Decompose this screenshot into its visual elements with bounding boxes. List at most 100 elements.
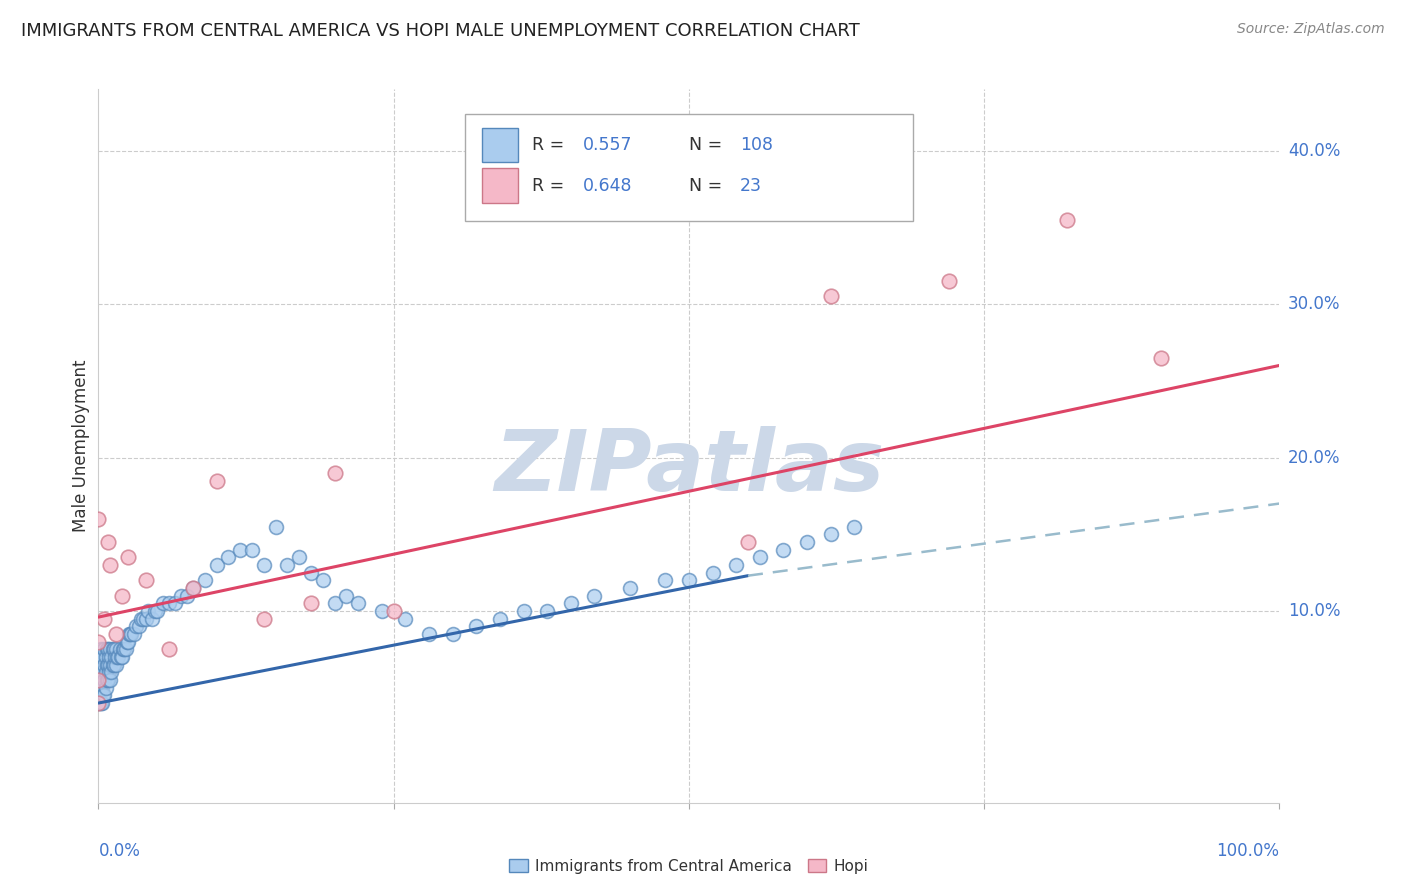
Text: 30.0%: 30.0% [1288,295,1340,313]
FancyBboxPatch shape [482,128,517,162]
Point [560,596,582,610]
Point [112,642,135,657]
Point [107,650,129,665]
Point [89,665,111,680]
Point [100,650,122,665]
Point [87,696,110,710]
Point [90,696,112,710]
Point [93,612,115,626]
Point [87,673,110,687]
Point [165,596,187,610]
Point [371,604,394,618]
FancyBboxPatch shape [482,169,517,202]
Point [89,696,111,710]
Point [98,642,121,657]
Point [217,550,239,565]
Point [702,566,724,580]
Point [90,657,112,672]
Point [103,642,125,657]
Point [394,612,416,626]
Point [441,627,464,641]
Point [91,665,114,680]
Point [98,657,121,672]
Point [91,689,114,703]
Point [98,673,121,687]
Point [96,673,118,687]
Point [118,627,141,641]
Point [101,642,124,657]
Point [678,574,700,588]
Point [90,642,112,657]
Point [97,535,120,549]
Text: 23: 23 [740,177,762,194]
Point [205,558,228,572]
Point [111,650,134,665]
Point [91,665,114,680]
Point [87,681,110,695]
Text: IMMIGRANTS FROM CENTRAL AMERICA VS HOPI MALE UNEMPLOYMENT CORRELATION CHART: IMMIGRANTS FROM CENTRAL AMERICA VS HOPI … [21,22,860,40]
Text: 40.0%: 40.0% [1288,142,1340,160]
Point [276,558,298,572]
Text: Source: ZipAtlas.com: Source: ZipAtlas.com [1237,22,1385,37]
Point [194,574,217,588]
Point [104,650,127,665]
Point [152,596,174,610]
Text: R =: R = [531,177,569,194]
Point [323,596,346,610]
Point [512,604,534,618]
Text: 100.0%: 100.0% [1216,842,1279,860]
Point [205,474,228,488]
Point [141,612,163,626]
Point [583,589,606,603]
Point [91,650,114,665]
Point [117,634,139,648]
Point [87,512,110,526]
Point [132,612,155,626]
Point [105,657,128,672]
Point [91,681,114,695]
Point [772,542,794,557]
Point [299,596,322,610]
Point [748,550,770,565]
Text: ZIPatlas: ZIPatlas [494,425,884,509]
Point [157,596,180,610]
Point [89,681,111,695]
Point [135,574,157,588]
Point [536,604,558,618]
Point [312,574,335,588]
Point [105,627,128,641]
Point [347,596,370,610]
Point [135,612,157,626]
Point [93,689,115,703]
Text: 10.0%: 10.0% [1288,602,1340,620]
Point [288,550,311,565]
Point [128,619,150,633]
Point [146,604,169,618]
Point [418,627,440,641]
Point [725,558,748,572]
Point [91,696,114,710]
Point [143,604,166,618]
Point [93,642,115,657]
Point [136,604,159,618]
Y-axis label: Male Unemployment: Male Unemployment [72,359,90,533]
Point [93,657,115,672]
Point [87,696,110,710]
Point [110,650,132,665]
Point [96,642,118,657]
Point [97,657,120,672]
Point [114,642,136,657]
Point [170,589,193,603]
Point [120,627,142,641]
Point [129,612,152,626]
Text: 108: 108 [740,136,773,153]
Point [1150,351,1173,365]
Point [98,650,121,665]
Point [93,673,115,687]
Point [335,589,357,603]
Text: 0.648: 0.648 [582,177,633,194]
Point [240,542,263,557]
Point [181,581,204,595]
Point [465,619,488,633]
Point [98,558,121,572]
